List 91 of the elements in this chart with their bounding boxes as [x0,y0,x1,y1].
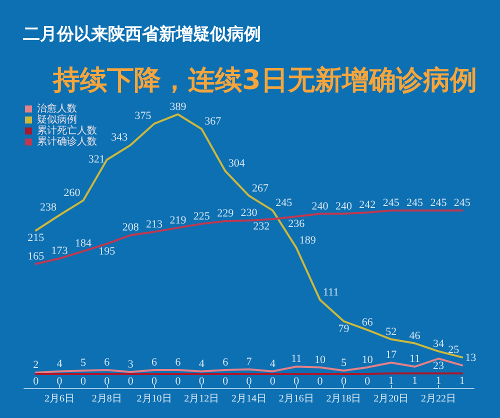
data-label: 0 [198,376,205,388]
data-label: 6 [175,356,182,368]
data-label: 242 [359,198,376,211]
data-label: 11 [291,353,302,366]
data-label: 10 [362,354,374,366]
data-label: 245 [454,196,471,209]
x-tick-label: 2月18日 [326,394,362,404]
legend-label: 累计确诊人数 [37,136,97,148]
data-label: 165 [28,250,45,262]
data-label: 213 [146,218,164,230]
chart-title: 二月份以来陕西省新增疑似病例 [23,24,261,44]
data-label: 0 [246,376,252,388]
data-label: 240 [335,200,352,212]
data-label: 0 [175,376,182,388]
data-label: 267 [252,182,269,194]
data-label: 6 [104,356,110,368]
data-label: 4 [56,358,63,370]
data-label: 215 [28,232,45,244]
data-label: 5 [340,357,347,370]
data-label: 173 [51,245,68,258]
data-label: 7 [246,356,252,368]
data-label: 0 [294,376,300,388]
data-label: 208 [122,222,140,234]
data-label: 245 [406,196,424,209]
data-label: 230 [240,206,258,219]
data-label: 111 [323,286,339,298]
data-label: 6 [152,356,158,368]
data-label: 0 [222,376,229,388]
data-label: 240 [312,200,329,212]
data-label: 0 [128,376,134,388]
data-label: 195 [98,245,116,258]
data-label: 5 [80,357,86,370]
data-label: 236 [288,218,306,230]
data-label: 229 [217,208,234,220]
data-label: 245 [276,196,293,209]
x-tick-label: 2月14日 [232,394,266,404]
data-label: 3 [128,358,134,370]
data-label: 17 [386,349,398,362]
legend-label: 治愈人数 [37,102,77,114]
data-label: 6 [222,356,229,368]
data-label: 4 [270,358,276,370]
x-tick-label: 2月22日 [420,394,456,404]
data-label: 189 [299,234,316,246]
data-label: 1 [459,374,465,387]
data-label: 245 [430,196,448,209]
data-label: 0 [317,376,324,388]
data-label: 389 [170,100,187,113]
data-label: 1 [412,374,418,387]
data-label: 13 [465,352,477,364]
data-label: 23 [432,360,444,372]
legend-label: 累计死亡人数 [37,124,97,136]
data-label: 52 [386,326,397,338]
data-label: 34 [432,338,444,350]
data-label: 11 [409,353,420,366]
data-label: 2 [33,359,39,372]
x-tick-label: 2月6日 [44,394,75,404]
data-label: 4 [198,358,205,370]
chart-subtitle: 持续下降，连续3日无新增确诊病例 [52,65,477,96]
data-label: 10 [314,354,326,366]
data-label: 375 [134,110,152,122]
x-tick-label: 2月16日 [278,394,314,404]
data-label: 25 [448,344,460,356]
data-label: 232 [253,220,270,233]
data-label: 1 [388,374,394,387]
x-tick-label: 2月8日 [92,394,122,404]
data-label: 0 [80,376,86,388]
legend-label: 疑似病例 [37,114,77,126]
data-label: 79 [338,322,350,335]
data-label: 0 [152,376,158,388]
x-tick-label: 2月20日 [374,394,409,404]
data-label: 1 [436,374,442,387]
data-label: 260 [64,186,81,199]
data-label: 343 [111,132,128,144]
data-label: 245 [382,196,400,209]
data-label: 304 [228,158,246,170]
data-label: 225 [193,210,210,222]
data-label: 367 [204,116,222,128]
data-label: 0 [340,376,347,388]
data-label: 46 [409,330,421,342]
data-label: 0 [104,376,110,388]
data-label: 321 [88,154,105,166]
data-label: 0 [270,376,276,388]
data-label: 66 [362,316,374,328]
data-label: 238 [40,202,58,214]
data-label: 184 [74,238,92,250]
data-label: 0 [56,376,63,388]
x-tick-label: 2月12日 [184,394,220,404]
data-label: 0 [364,376,371,388]
data-label: 0 [33,376,40,388]
data-label: 219 [170,214,187,226]
x-tick-label: 2月10日 [136,394,172,404]
